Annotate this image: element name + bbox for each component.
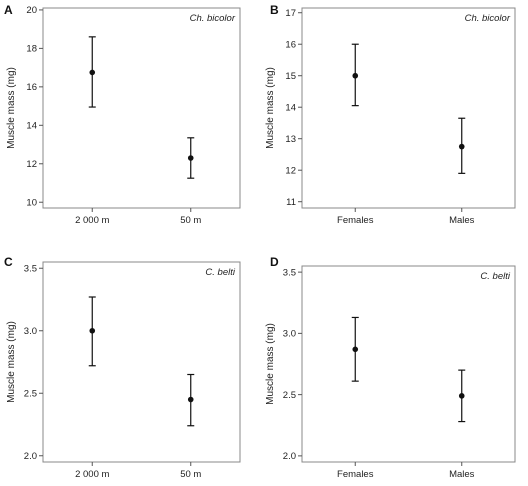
y-tick-label: 12 [285, 166, 296, 177]
mean-point [352, 346, 359, 353]
y-tick-label: 12 [26, 159, 37, 170]
y-axis-label: Muscle mass (mg) [265, 323, 276, 405]
y-tick-label: 16 [285, 40, 296, 51]
y-tick-label: 17 [285, 8, 296, 19]
panel-letter: C [4, 255, 13, 269]
y-tick-label: 3.0 [283, 329, 296, 340]
y-axis-label: Muscle mass (mg) [6, 321, 17, 403]
x-tick-label: Females [337, 469, 374, 480]
mean-point [89, 327, 96, 334]
x-tick-label: 2 000 m [75, 469, 109, 480]
panel-letter: B [270, 3, 279, 17]
plot-frame [42, 261, 241, 463]
mean-point [458, 143, 465, 150]
panel-D: D C. belti 2.0 2.5 3.0 3.5 Muscle mass (mg) Fem… [265, 255, 516, 480]
x-tick-label: Males [449, 469, 475, 480]
y-tick-label: 3.0 [24, 326, 37, 337]
y-tick-label: 16 [26, 82, 37, 93]
y-tick-label: 14 [285, 103, 296, 114]
panel-letter: D [270, 255, 279, 269]
x-tick-label: Males [449, 215, 475, 226]
y-tick-label: 2.5 [24, 389, 37, 400]
species-label: Ch. bicolor [190, 13, 236, 24]
plot-frame [42, 7, 241, 209]
y-tick-label: 20 [26, 5, 37, 16]
y-axis-label: Muscle mass (mg) [6, 67, 17, 149]
mean-point [352, 72, 359, 79]
x-tick-label: 50 m [180, 215, 201, 226]
y-tick-label: 14 [26, 121, 37, 132]
y-tick-label: 2.5 [283, 390, 296, 401]
plot-frame [301, 265, 516, 463]
panel-A: A Ch. bicolor 10 12 14 16 18 20 Muscle mass (mg)… [4, 3, 241, 226]
mean-point [187, 396, 194, 403]
mean-point [187, 155, 194, 161]
x-tick-label: Females [337, 215, 374, 226]
species-label: C. belti [205, 267, 235, 278]
y-tick-label: 18 [26, 44, 37, 55]
x-tick-label: 2 000 m [75, 215, 109, 226]
mean-point [89, 69, 96, 76]
x-tick-label: 50 m [180, 469, 201, 480]
y-tick-label: 3.5 [283, 267, 296, 278]
panel-C: C C. belti 2.0 2.5 3.0 3.5 Muscle mass (mg) 2 0… [4, 255, 241, 480]
panel-B: B Ch. bicolor 11 12 13 14 15 16 17 Muscle mass (m… [265, 3, 516, 226]
y-tick-label: 11 [286, 197, 296, 208]
y-tick-label: 15 [285, 71, 296, 82]
mean-point [458, 393, 465, 399]
panel-letter: A [4, 3, 13, 17]
y-tick-label: 13 [285, 134, 296, 145]
y-tick-label: 2.0 [24, 451, 37, 462]
y-tick-label: 10 [26, 198, 37, 209]
species-label: C. belti [480, 271, 510, 282]
y-tick-label: 2.0 [283, 451, 296, 462]
y-tick-label: 3.5 [24, 264, 37, 275]
y-axis-label: Muscle mass (mg) [265, 67, 276, 149]
species-label: Ch. bicolor [465, 13, 511, 24]
plot-frame [301, 7, 516, 209]
